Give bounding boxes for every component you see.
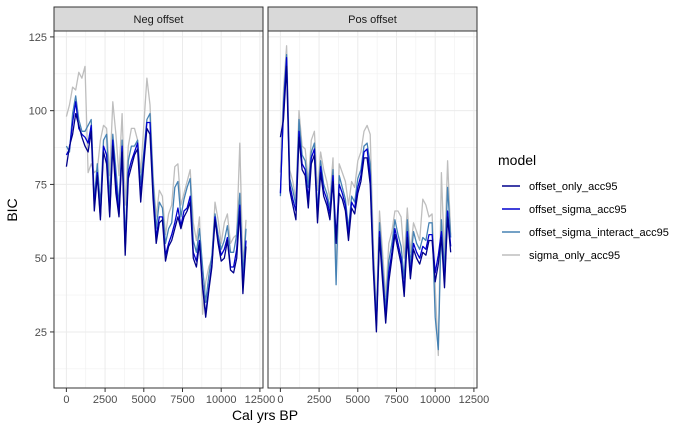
y-axis-title: BIC <box>4 198 20 221</box>
panel-border <box>53 30 264 389</box>
series-line-offset-only-acc95 <box>279 65 452 333</box>
x-tick-label: 5000 <box>132 394 156 406</box>
facet-strip <box>267 6 478 32</box>
series-line-offset-only-acc95 <box>65 112 247 318</box>
x-tick-label: 0 <box>63 394 69 406</box>
x-tick-label: 10000 <box>206 394 237 406</box>
x-tick-label: 7500 <box>384 394 408 406</box>
y-tick-label: 50 <box>35 253 47 265</box>
y-tick-label: 75 <box>35 179 47 191</box>
series-line-offset-sigma-interact-acc95 <box>279 53 452 351</box>
x-tick-label: 7500 <box>170 394 194 406</box>
legend-label-offset-sigma-interact-acc95: offset_sigma_interact_acc95 <box>529 227 669 239</box>
legend-label-offset-sigma-acc95: offset_sigma_acc95 <box>529 204 627 216</box>
facet-strip-label: Neg offset <box>134 14 184 26</box>
y-tick-label: 125 <box>29 32 47 44</box>
y-tick-label: 25 <box>35 327 47 339</box>
panel-2: Pos offset 0 2500 5000 7500 10000 12500 <box>267 6 490 406</box>
legend-title: model <box>498 152 536 168</box>
legend: model offset_only_acc95 offset_sigma_acc9… <box>498 152 669 262</box>
x-axis-title: Cal yrs BP <box>232 407 298 423</box>
x-tick-label: 2500 <box>307 394 331 406</box>
x-tick-label: 10000 <box>420 394 451 406</box>
facet-strip-label: Pos offset <box>348 14 397 26</box>
y-tick-label: 100 <box>29 106 47 118</box>
legend-label-offset-only-acc95: offset_only_acc95 <box>529 181 617 193</box>
x-tick-label: 2500 <box>93 394 117 406</box>
facet-strip <box>53 6 264 32</box>
x-tick-label: 12500 <box>459 394 490 406</box>
legend-label-sigma-only-acc95: sigma_only_acc95 <box>529 250 620 262</box>
x-tick-label: 5000 <box>346 394 370 406</box>
x-tick-label: 0 <box>277 394 283 406</box>
legend-items: offset_only_acc95 offset_sigma_acc95offse… <box>502 181 669 262</box>
panels-layer: Neg offset 0 2500 5000 7500 10000 12500 25 50 75 1… <box>29 6 490 406</box>
panel-1: Neg offset 0 2500 5000 7500 10000 12500 25 50 75 1… <box>29 6 276 406</box>
panel-border <box>267 30 478 389</box>
x-tick-label: 12500 <box>245 394 276 406</box>
